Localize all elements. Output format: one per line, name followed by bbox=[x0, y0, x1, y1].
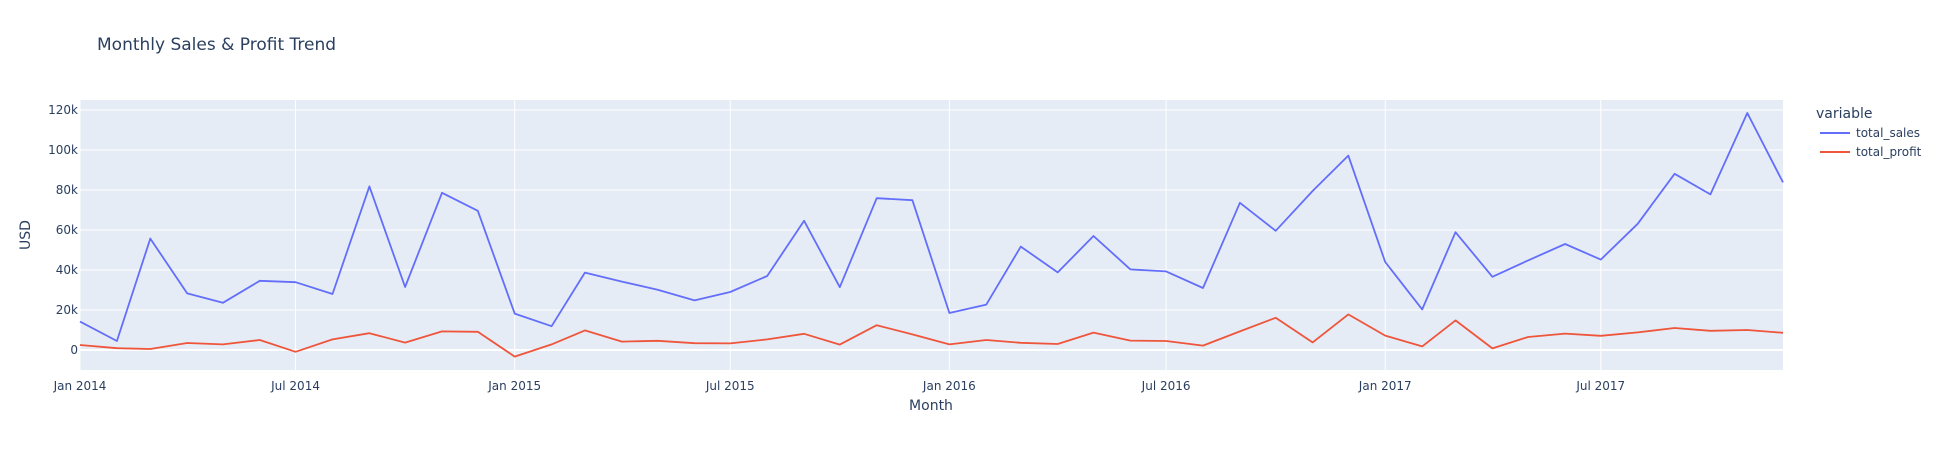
legend-label: total_profit bbox=[1856, 145, 1922, 159]
x-tick-label: Jan 2014 bbox=[53, 379, 107, 393]
legend-label: total_sales bbox=[1856, 126, 1920, 140]
y-tick-label: 100k bbox=[48, 143, 78, 157]
y-axis-tick-labels: 0 20k 40k 60k 80k 100k 120k bbox=[48, 103, 78, 357]
x-axis-title: Month bbox=[909, 398, 953, 414]
x-tick-label: Jul 2014 bbox=[270, 379, 320, 393]
x-tick-label: Jul 2015 bbox=[705, 379, 755, 393]
y-tick-label: 40k bbox=[56, 263, 78, 277]
x-tick-label: Jan 2015 bbox=[487, 379, 541, 393]
y-tick-label: 120k bbox=[48, 103, 78, 117]
x-tick-label: Jan 2016 bbox=[922, 379, 976, 393]
x-tick-label: Jul 2017 bbox=[1575, 379, 1625, 393]
series-lines bbox=[79, 112, 1784, 358]
legend[interactable]: variable total_sales total_profit bbox=[1816, 106, 1922, 159]
series-line-total_sales bbox=[79, 112, 1784, 342]
vertical-gridlines bbox=[79, 100, 1602, 370]
chart-title: Monthly Sales & Profit Trend bbox=[97, 35, 336, 55]
horizontal-gridlines bbox=[80, 109, 1783, 351]
y-tick-label: 0 bbox=[70, 343, 78, 357]
y-tick-label: 60k bbox=[56, 223, 78, 237]
legend-title: variable bbox=[1816, 106, 1872, 122]
x-tick-label: Jan 2017 bbox=[1358, 379, 1412, 393]
x-axis-tick-labels: Jan 2014 Jul 2014 Jan 2015 Jul 2015 Jan 2016… bbox=[53, 379, 1626, 393]
y-tick-label: 20k bbox=[56, 303, 78, 317]
series-line-total_profit bbox=[79, 313, 1784, 358]
y-axis-title: USD bbox=[18, 220, 34, 250]
y-tick-label: 80k bbox=[56, 183, 78, 197]
legend-item-total_profit[interactable]: total_profit bbox=[1820, 145, 1922, 159]
x-tick-label: Jul 2016 bbox=[1141, 379, 1191, 393]
legend-item-total_sales[interactable]: total_sales bbox=[1820, 126, 1920, 140]
plot-area bbox=[80, 100, 1783, 370]
